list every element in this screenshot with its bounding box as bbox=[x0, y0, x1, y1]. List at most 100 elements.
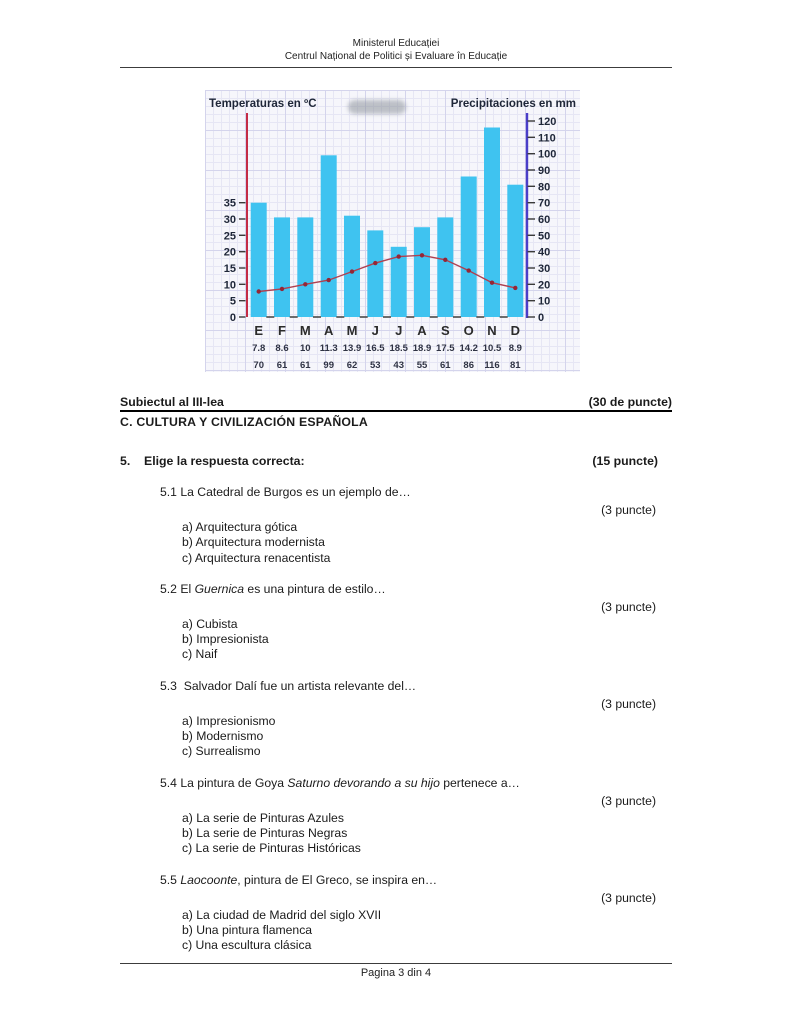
answer-option: a) Impresionismo bbox=[182, 713, 276, 728]
svg-text:N: N bbox=[487, 323, 496, 338]
svg-text:A: A bbox=[324, 323, 334, 338]
answer-option: b) Modernismo bbox=[182, 729, 264, 744]
question-5.5: 5.5 Laocoonte, pintura de El Greco, se i… bbox=[120, 873, 672, 954]
svg-text:80: 80 bbox=[538, 181, 550, 193]
question-text-segment: El bbox=[180, 581, 195, 596]
exercise-heading: 5. Elige la respuesta correcta: (15 punc… bbox=[120, 454, 672, 468]
svg-text:0: 0 bbox=[538, 312, 544, 324]
temperature-points bbox=[256, 253, 518, 294]
svg-text:J: J bbox=[395, 323, 402, 338]
question-text-italic-segment: Saturno devorando a su hijo bbox=[287, 775, 440, 790]
question-number: 5.4 bbox=[160, 775, 181, 790]
left-axis-label: Temperaturas en ºC bbox=[209, 98, 317, 110]
svg-text:20: 20 bbox=[224, 247, 236, 259]
exercise-points: (15 puncte) bbox=[592, 454, 658, 468]
svg-text:A: A bbox=[417, 323, 427, 338]
answer-option: a) Arquitectura gótica bbox=[182, 520, 298, 534]
svg-text:10: 10 bbox=[224, 279, 236, 291]
question-text: 5.4 La pintura de Goya Saturno devorando… bbox=[120, 776, 672, 791]
question-number: 5.3 bbox=[160, 678, 181, 693]
svg-text:0: 0 bbox=[230, 312, 236, 324]
question-5.2: 5.2 El Guernica es una pintura de estilo… bbox=[120, 582, 672, 663]
svg-text:30: 30 bbox=[538, 263, 550, 275]
svg-text:100: 100 bbox=[538, 149, 556, 161]
temperature-axis-ticks: 0 5 10 15 20 25 30 35 bbox=[224, 198, 246, 324]
svg-text:J: J bbox=[372, 323, 379, 338]
question-number: 5.5 bbox=[160, 872, 181, 887]
svg-text:110: 110 bbox=[538, 132, 556, 144]
page-number-label: Pagina 3 din 4 bbox=[360, 967, 432, 979]
climograph-svg: 0 5 10 15 20 25 30 35 0 10 20 30 40 50 60 70 80 90 100 110 1… bbox=[205, 90, 580, 372]
svg-text:70: 70 bbox=[253, 360, 264, 371]
subject-points: (30 de puncte) bbox=[588, 395, 672, 409]
svg-text:8.6: 8.6 bbox=[275, 343, 288, 354]
right-axis-label: Precipitaciones en mm bbox=[451, 98, 576, 110]
question-number: 5.1 bbox=[160, 485, 181, 499]
question-5.3: 5.3 Salvador Dalí fue un artista relevan… bbox=[120, 679, 672, 760]
precipitation-bars bbox=[250, 127, 524, 317]
answer-option: c) Una escultura clásica bbox=[182, 938, 312, 953]
svg-text:5: 5 bbox=[230, 296, 236, 308]
svg-text:40: 40 bbox=[538, 247, 550, 259]
temperature-line bbox=[258, 254, 516, 293]
question-text: 5.5 Laocoonte, pintura de El Greco, se i… bbox=[120, 873, 672, 888]
svg-text:D: D bbox=[511, 323, 520, 338]
svg-text:116: 116 bbox=[484, 360, 499, 371]
question-points: (3 puncte) bbox=[601, 503, 656, 517]
question-text-segment: La pintura de Goya bbox=[180, 775, 288, 790]
svg-text:86: 86 bbox=[463, 360, 474, 371]
svg-text:61: 61 bbox=[277, 360, 288, 371]
answer-option: a) La ciudad de Madrid del siglo XVII bbox=[182, 907, 382, 922]
answer-option: c) La serie de Pinturas Históricas bbox=[182, 841, 361, 856]
answer-option: c) Arquitectura renacentista bbox=[182, 550, 331, 565]
climograph-svg-mount: 0 5 10 15 20 25 30 35 0 10 20 30 40 50 60 70 80 90 100 110 1… bbox=[205, 90, 580, 372]
question-text-italic-segment: Laocoonte bbox=[180, 872, 238, 887]
svg-text:10.5: 10.5 bbox=[483, 343, 502, 354]
svg-text:53: 53 bbox=[370, 360, 381, 371]
question-points: (3 puncte) bbox=[601, 793, 656, 808]
question-list: 5.1 La Catedral de Burgos es un ejemplo … bbox=[120, 485, 672, 953]
answer-option: c) Surrealismo bbox=[182, 744, 261, 759]
svg-text:81: 81 bbox=[510, 360, 521, 371]
question-text-segment: , pintura de El Greco, se inspira en… bbox=[237, 872, 438, 887]
question-points: (3 puncte) bbox=[601, 599, 656, 614]
subject-heading-row: Subiectul al III-lea (30 de puncte) bbox=[120, 395, 672, 412]
answer-options: a) Cubista b) Impresionista c) Naif bbox=[120, 617, 672, 663]
svg-text:15: 15 bbox=[224, 263, 236, 275]
svg-text:13.9: 13.9 bbox=[343, 343, 362, 354]
question-text-segment: Salvador Dalí fue un artista relevante d… bbox=[180, 678, 417, 693]
svg-text:35: 35 bbox=[224, 198, 236, 210]
svg-text:43: 43 bbox=[393, 360, 404, 371]
ministry-line: Ministerul Educației bbox=[352, 38, 440, 49]
question-text-segment: La Catedral de Burgos es un ejemplo de… bbox=[180, 485, 411, 499]
svg-text:99: 99 bbox=[323, 360, 334, 371]
climograph-chart: 0 5 10 15 20 25 30 35 0 10 20 30 40 50 60 70 80 90 100 110 1… bbox=[205, 90, 580, 372]
precipitation-axis-ticks: 0 10 20 30 40 50 60 70 80 90 100 110 120 bbox=[527, 116, 556, 324]
svg-text:S: S bbox=[441, 323, 450, 338]
svg-text:18.9: 18.9 bbox=[413, 343, 432, 354]
question-5.4: 5.4 La pintura de Goya Saturno devorando… bbox=[120, 776, 672, 857]
svg-text:11.3: 11.3 bbox=[320, 343, 338, 354]
svg-text:90: 90 bbox=[538, 165, 550, 177]
section-title: C. CULTURA Y CIVILIZACIÓN ESPAÑOLA bbox=[120, 415, 368, 429]
svg-text:E: E bbox=[254, 323, 263, 338]
answer-options: a) La serie de Pinturas Azules b) La seri… bbox=[120, 811, 672, 857]
question-text: 5.3 Salvador Dalí fue un artista relevan… bbox=[120, 679, 672, 694]
svg-text:25: 25 bbox=[224, 230, 236, 242]
document-footer: Pagina 3 din 4 bbox=[120, 963, 672, 979]
svg-text:16.5: 16.5 bbox=[366, 343, 385, 354]
question-number: 5.2 bbox=[160, 581, 181, 596]
question-text-italic-segment: Guernica bbox=[194, 581, 245, 596]
svg-text:20: 20 bbox=[538, 279, 550, 291]
svg-text:50: 50 bbox=[538, 230, 550, 242]
svg-text:62: 62 bbox=[347, 360, 358, 371]
answer-option: a) Cubista bbox=[182, 616, 238, 631]
answer-options: a) La ciudad de Madrid del siglo XVII b) … bbox=[120, 908, 672, 954]
svg-text:55: 55 bbox=[417, 360, 428, 371]
temperature-values-row: 7.8 8.6 10 11.3 13.9 16.5 18.5 18.9 17.5 14.2 10.5… bbox=[252, 343, 522, 354]
svg-text:F: F bbox=[278, 323, 286, 338]
answer-options: a) Arquitectura gótica b) Arquitectura mo… bbox=[120, 520, 672, 566]
redacted-station-label bbox=[348, 100, 406, 114]
